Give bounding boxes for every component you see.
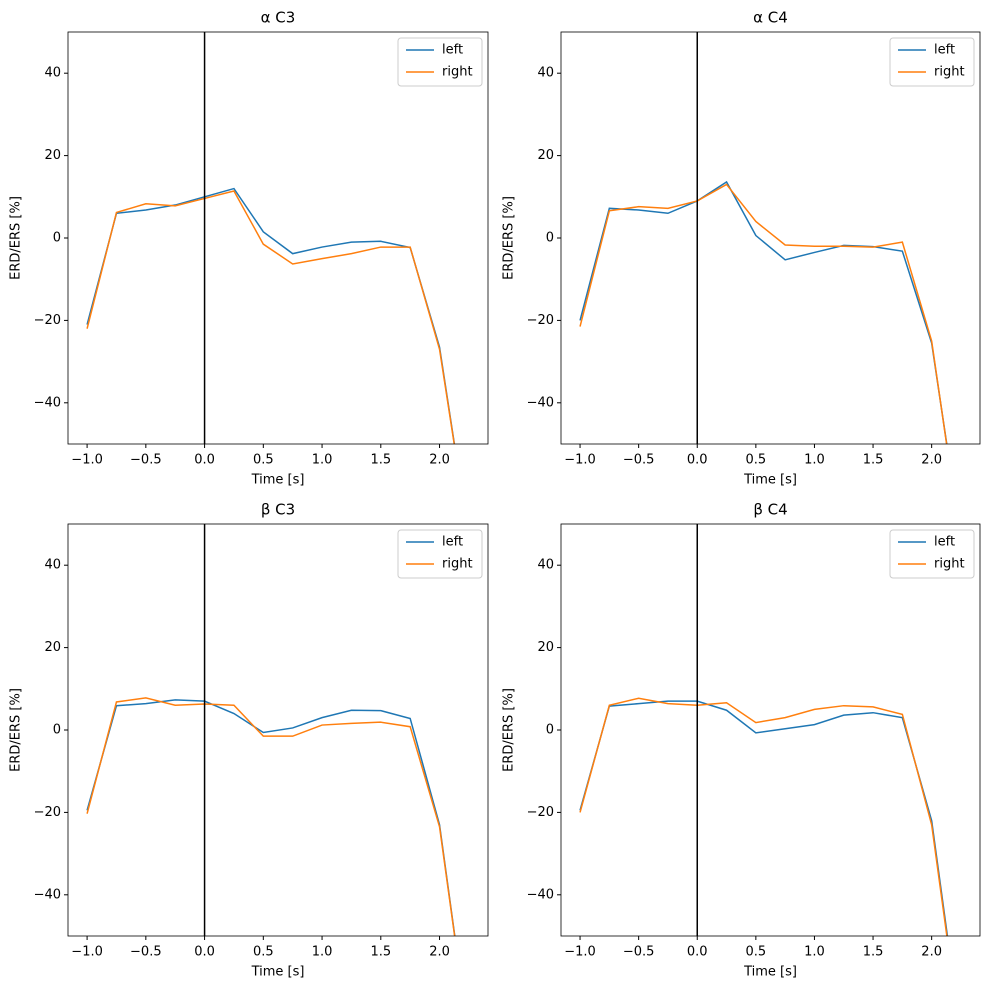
x-axis-label: Time [s]	[251, 473, 305, 488]
y-tick-label: 0	[53, 723, 61, 738]
y-tick-label: −20	[34, 805, 61, 820]
x-axis-label: Time [s]	[743, 965, 797, 980]
x-axis-label: Time [s]	[251, 965, 305, 980]
subplot: α C4 Time [s] ERD/ERS [%] −1.0 −0.5 0.0 0.5 1.0…	[502, 9, 981, 488]
legend: left right	[397, 529, 483, 579]
legend-label: right	[442, 65, 473, 80]
subplot: β C4 Time [s] ERD/ERS [%] −1.0 −0.5 0.0 0.5 1.0…	[502, 501, 981, 980]
plot-lines	[86, 32, 456, 444]
x-tick-label: −1.0	[71, 945, 103, 960]
plot-lines	[86, 524, 456, 936]
x-tick-label: 0.5	[253, 453, 274, 468]
y-tick-label: 20	[44, 640, 61, 655]
y-tick-label: 0	[53, 231, 61, 246]
y-tick-label: 0	[546, 723, 554, 738]
y-axis-label: ERD/ERS [%]	[502, 688, 517, 772]
subplot: α C3 Time [s] ERD/ERS [%] −1.0 −0.5 0.0 0.5 1.0…	[9, 9, 489, 488]
x-tick-label: 1.5	[863, 945, 884, 960]
y-tick-label: 40	[537, 66, 554, 81]
x-tick-label: 1.5	[863, 453, 884, 468]
x-tick-label: −0.5	[130, 453, 162, 468]
y-tick-label: 20	[537, 640, 554, 655]
y-tick-label: −20	[527, 805, 554, 820]
plot-lines	[579, 524, 949, 936]
plot-area	[561, 32, 980, 444]
x-tick-label: 2.0	[429, 453, 450, 468]
x-tick-label: 1.0	[804, 453, 825, 468]
y-tick-label: 40	[44, 66, 61, 81]
y-tick-label: −20	[34, 313, 61, 328]
series-line	[579, 697, 948, 936]
x-tick-label: 0.0	[194, 945, 215, 960]
series-line	[579, 700, 949, 936]
series-line	[86, 190, 455, 444]
legend: left right	[889, 529, 975, 579]
y-axis-label: ERD/ERS [%]	[502, 196, 517, 280]
series-line	[579, 183, 948, 444]
x-axis-label: Time [s]	[743, 473, 797, 488]
subplot-title: α C3	[261, 9, 296, 27]
subplot: β C3 Time [s] ERD/ERS [%] −1.0 −0.5 0.0 0.5 1.0…	[9, 501, 489, 980]
x-tick-label: −0.5	[623, 453, 655, 468]
x-tick-label: −1.0	[71, 453, 103, 468]
x-tick-label: 1.5	[370, 945, 391, 960]
x-tick-label: 0.0	[194, 453, 215, 468]
x-tick-label: 2.0	[921, 945, 942, 960]
legend-label: left	[934, 535, 955, 550]
subplot-title: β C4	[753, 501, 787, 519]
x-tick-label: 1.5	[370, 453, 391, 468]
series-line	[579, 180, 948, 444]
x-tick-label: 1.0	[804, 945, 825, 960]
x-tick-label: 0.0	[687, 453, 708, 468]
legend-label: left	[442, 535, 463, 550]
y-tick-label: −40	[34, 395, 61, 410]
x-tick-label: 0.5	[253, 945, 274, 960]
axes-frame	[560, 523, 981, 937]
series-line	[86, 697, 456, 936]
plot-area	[68, 32, 488, 444]
plot-lines	[579, 32, 948, 444]
legend-label: right	[934, 65, 965, 80]
y-tick-label: 20	[537, 148, 554, 163]
y-tick-label: 0	[546, 231, 554, 246]
x-tick-label: 1.0	[312, 453, 333, 468]
y-tick-label: −40	[527, 887, 554, 902]
y-tick-label: 20	[44, 148, 61, 163]
axes-frame	[67, 31, 489, 445]
series-line	[86, 699, 456, 936]
x-tick-label: 1.0	[312, 945, 333, 960]
x-tick-label: −1.0	[564, 945, 596, 960]
legend: left right	[889, 37, 975, 87]
x-tick-label: 2.0	[921, 453, 942, 468]
y-tick-label: −40	[527, 395, 554, 410]
x-tick-label: −0.5	[130, 945, 162, 960]
x-tick-label: 0.0	[687, 945, 708, 960]
y-axis-label: ERD/ERS [%]	[9, 688, 24, 772]
subplot-title: β C3	[261, 501, 295, 519]
y-axis-label: ERD/ERS [%]	[9, 196, 24, 280]
axes-frame	[67, 523, 489, 937]
legend-label: left	[934, 43, 955, 58]
axes-frame	[560, 31, 981, 445]
y-tick-label: 40	[44, 558, 61, 573]
y-tick-label: −20	[527, 313, 554, 328]
y-tick-label: 40	[537, 558, 554, 573]
x-tick-label: 0.5	[746, 453, 767, 468]
legend-label: left	[442, 43, 463, 58]
legend: left right	[397, 37, 483, 87]
subplot-title: α C4	[753, 9, 788, 27]
x-tick-label: 0.5	[746, 945, 767, 960]
y-tick-label: −40	[34, 887, 61, 902]
x-tick-label: 2.0	[429, 945, 450, 960]
plot-area	[561, 524, 980, 936]
legend-label: right	[442, 557, 473, 572]
legend-label: right	[934, 557, 965, 572]
x-tick-label: −1.0	[564, 453, 596, 468]
x-tick-label: −0.5	[623, 945, 655, 960]
